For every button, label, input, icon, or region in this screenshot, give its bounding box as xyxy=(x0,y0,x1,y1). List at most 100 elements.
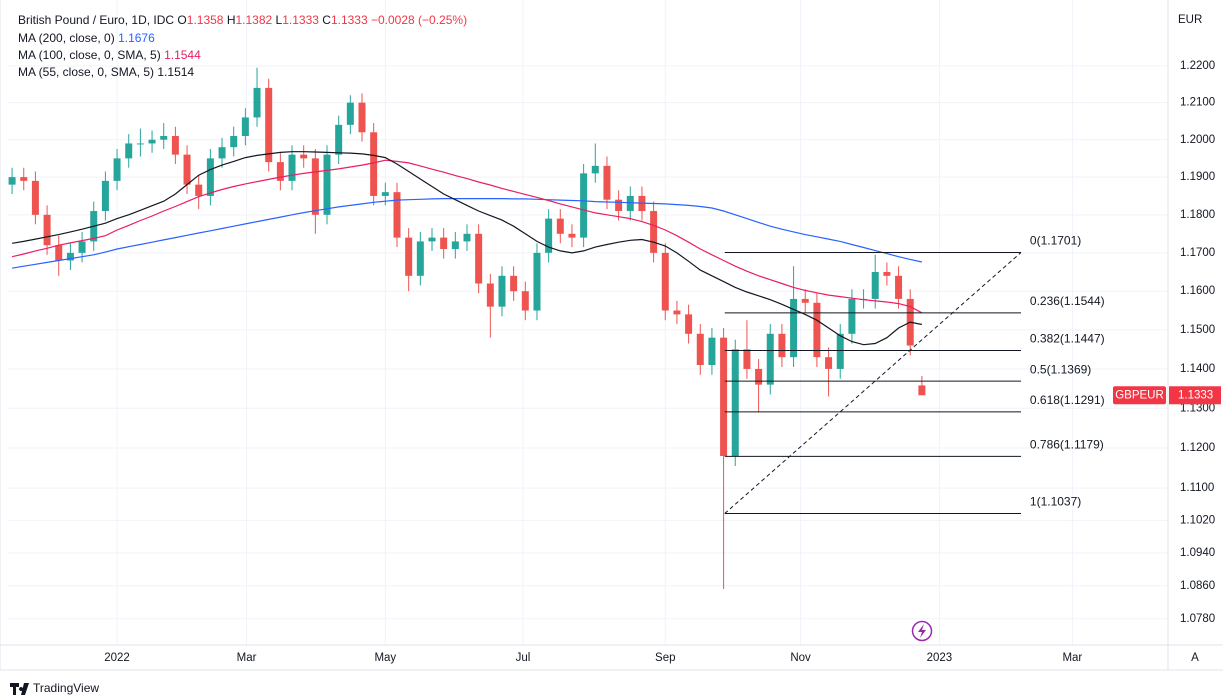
x-tick-label: 2023 xyxy=(927,652,953,664)
y-tick-label: 1.1400 xyxy=(1180,363,1215,375)
fib-trend-line xyxy=(724,252,1022,514)
ticker-tag-box xyxy=(1113,386,1166,405)
candle-body xyxy=(405,237,413,276)
fib-level-label: 1(1.1037) xyxy=(1030,495,1081,509)
y-tick-label: 1.2100 xyxy=(1180,97,1215,109)
candle-body xyxy=(451,241,459,250)
candle-body xyxy=(521,291,529,311)
fib-level-label: 0(1.1701) xyxy=(1030,234,1081,248)
ticker-tag: GBPEUR xyxy=(1115,389,1164,401)
ma-legend-entry: MA (55, close, 0, SMA, 5) 1.1514 xyxy=(18,65,194,79)
fib-level-label: 0.236(1.1544) xyxy=(1030,294,1105,308)
candle-body xyxy=(766,333,774,385)
ma-legend-entry: MA (200, close, 0) 1.1676 xyxy=(18,31,155,45)
candle-body xyxy=(335,124,343,155)
candle-body xyxy=(230,135,238,148)
legend-main: British Pound / Euro, 1D, IDC O1.1358 H1… xyxy=(18,13,467,27)
candle-body xyxy=(615,199,623,212)
candle-body xyxy=(183,154,191,185)
candle-body xyxy=(498,275,506,307)
ohlc-high: 1.1382 xyxy=(235,13,272,27)
candle-body xyxy=(580,173,588,238)
plot-area: 0(1.1701) 0.236(1.1544) 0.382(1.1447) 0.5(1… xyxy=(8,67,1105,590)
alert-icon[interactable] xyxy=(911,620,933,642)
ohlc-low: 1.1333 xyxy=(282,13,319,27)
y-tick-label: 1.1200 xyxy=(1180,442,1215,454)
y-tick-label: 1.1020 xyxy=(1180,514,1215,526)
ma-legend: MA (200, close, 0) 1.1676 MA (100, close,… xyxy=(18,31,201,79)
grid xyxy=(8,0,1168,645)
candle-body xyxy=(241,117,249,136)
candle-body xyxy=(475,233,483,284)
candle-body xyxy=(813,302,821,358)
candle-body xyxy=(883,271,891,276)
ohlc-prefix: C xyxy=(322,13,331,27)
candle-body xyxy=(895,275,903,299)
candle-body xyxy=(743,349,751,369)
y-tick-label: 1.1100 xyxy=(1180,482,1214,494)
brand[interactable]: TradingView xyxy=(10,681,99,695)
candle-body xyxy=(381,192,389,196)
candle-body xyxy=(125,143,133,159)
ma-legend-value: 1.1676 xyxy=(118,31,155,45)
x-tick-label: May xyxy=(374,652,396,664)
candle-body xyxy=(358,102,366,133)
moving-average-line xyxy=(11,198,923,269)
ma-legend-name: MA (100, close, 0, SMA, 5) xyxy=(18,48,161,62)
moving-average-line xyxy=(11,159,923,314)
change: −0.0028 xyxy=(371,13,415,27)
candle-body xyxy=(428,237,436,242)
candle-body xyxy=(370,132,378,196)
symbol: British Pound / Euro, 1D, IDC xyxy=(18,13,174,27)
candle-body xyxy=(206,158,214,196)
candle-body xyxy=(276,162,284,181)
axes: 1.2200 1.2100 1.2000 1.1900 1.1800 1.1700 1.16… xyxy=(104,60,1221,664)
y-tick-label: 1.1800 xyxy=(1180,209,1215,221)
candle-body xyxy=(918,385,926,396)
brand-logo[interactable] xyxy=(10,683,29,695)
scale-button[interactable]: A xyxy=(1186,649,1204,667)
scale-button-box[interactable] xyxy=(1186,649,1204,667)
y-tick-label: 1.1300 xyxy=(1180,402,1215,414)
fib-level-label: 0.786(1.1179) xyxy=(1030,438,1104,452)
scale-button-label[interactable]: A xyxy=(1191,652,1199,664)
candle-body xyxy=(556,218,564,234)
candle-body xyxy=(661,252,669,311)
alert-icon-bolt[interactable] xyxy=(918,624,926,638)
candle-body xyxy=(731,349,739,457)
price-tag-box xyxy=(1169,386,1221,405)
candle-body xyxy=(20,177,28,181)
ohlc-prefix: H xyxy=(227,13,236,27)
change-percent: (−0.25%) xyxy=(418,13,467,27)
ma-legend-value: 1.1514 xyxy=(157,65,194,79)
candle-body xyxy=(311,158,319,215)
candle-body xyxy=(136,143,144,145)
ma-legend-name: MA (200, close, 0) xyxy=(18,31,115,45)
fib-level-label: 0.5(1.1369) xyxy=(1030,362,1091,376)
candle-body xyxy=(836,333,844,369)
y-tick-label: 1.1700 xyxy=(1180,247,1215,259)
fib-level-label: 0.382(1.1447) xyxy=(1030,332,1105,346)
y-tick-label: 1.2200 xyxy=(1180,60,1215,72)
y-tick-label: 1.1600 xyxy=(1180,285,1215,297)
candle-body xyxy=(288,154,296,181)
brand-name[interactable]: TradingView xyxy=(33,681,99,695)
y-tick-label: 1.0780 xyxy=(1180,613,1215,625)
candle-body xyxy=(160,135,168,140)
candle-body xyxy=(31,180,39,215)
candle-body xyxy=(720,337,728,457)
candle-body xyxy=(801,298,809,303)
candle-body xyxy=(148,139,156,144)
y-tick-label: 1.1500 xyxy=(1180,324,1215,336)
ma-legend-entry: MA (100, close, 0, SMA, 5) 1.1544 xyxy=(18,48,201,62)
ma-legend-name: MA (55, close, 0, SMA, 5) xyxy=(18,65,154,79)
candle-body xyxy=(66,252,74,261)
y-tick-label: 1.0940 xyxy=(1180,547,1215,559)
candle-body xyxy=(673,310,681,315)
ohlc-close: 1.1333 xyxy=(331,13,368,27)
ohlc-prefix: O xyxy=(177,13,186,27)
candle-body xyxy=(696,333,704,366)
